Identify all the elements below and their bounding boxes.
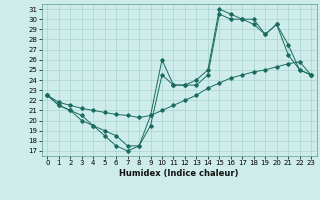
X-axis label: Humidex (Indice chaleur): Humidex (Indice chaleur) [119, 169, 239, 178]
